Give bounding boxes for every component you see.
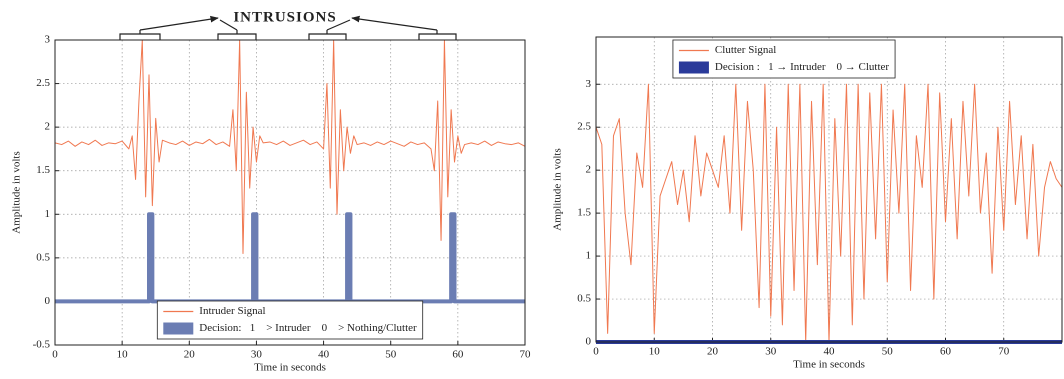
y-tick-label: -0.5 xyxy=(33,339,51,351)
legend-label: Intruder Signal xyxy=(199,305,265,317)
x-tick-label: 20 xyxy=(707,346,719,358)
y-tick-label: 0.5 xyxy=(577,293,591,305)
arrow xyxy=(326,19,351,31)
subplot: 0 10 20 30 40 50 60 70 0 0.5 1 1.5 2 2.5 3 Time in seco… xyxy=(552,36,1063,371)
x-tick-label: 0 xyxy=(52,349,58,361)
x-axis-label: Time in seconds xyxy=(793,359,865,371)
x-tick-label: 0 xyxy=(593,346,599,358)
legend-label: Decision: 1 > Intruder 0 > Nothing/Clutt… xyxy=(199,322,417,334)
brace xyxy=(119,30,161,40)
y-tick-label: 1.5 xyxy=(577,207,591,219)
arrow xyxy=(351,15,438,31)
x-tick-label: 60 xyxy=(452,349,464,361)
x-tick-label: 10 xyxy=(649,346,661,358)
y-tick-label: 0.5 xyxy=(36,251,50,263)
y-tick-label: 2 xyxy=(586,164,592,176)
y-axis-label: Amplitude in volts xyxy=(552,148,564,231)
legend-label: Clutter Signal xyxy=(715,44,776,56)
x-tick-label: 60 xyxy=(940,346,952,358)
x-tick-label: 40 xyxy=(824,346,836,358)
x-tick-label: 50 xyxy=(882,346,894,358)
legend-patch xyxy=(678,61,709,74)
legend: Clutter Signal Decision : 1 → Intruder 0 … xyxy=(672,39,896,79)
arrow xyxy=(219,19,238,31)
plot-area xyxy=(55,40,525,345)
legend-patch xyxy=(163,322,194,335)
x-axis-label: Time in seconds xyxy=(254,362,326,374)
legend-label: Decision : 1 → Intruder 0 → Clutter xyxy=(715,61,889,73)
y-tick-label: 2 xyxy=(45,121,51,133)
y-tick-label: 2.5 xyxy=(36,77,50,89)
y-tick-label: 0 xyxy=(45,295,51,307)
x-tick-label: 70 xyxy=(998,346,1010,358)
y-tick-label: 3 xyxy=(45,34,51,46)
x-tick-label: 10 xyxy=(117,349,129,361)
brace xyxy=(418,30,457,40)
x-tick-label: 20 xyxy=(184,349,196,361)
y-tick-label: 1 xyxy=(586,250,592,262)
x-tick-label: 50 xyxy=(385,349,397,361)
brace xyxy=(308,30,347,40)
intrusion-braces xyxy=(119,15,457,40)
plot-frame xyxy=(595,36,1063,343)
x-tick-label: 40 xyxy=(318,349,330,361)
legend: Intruder Signal Decision: 1 > Intruder 0 … xyxy=(156,300,424,340)
legend-box xyxy=(156,300,424,340)
x-tick-label: 30 xyxy=(251,349,263,361)
y-tick-label: 1 xyxy=(45,208,51,220)
x-tick-label: 30 xyxy=(765,346,777,358)
legend-box xyxy=(672,39,896,79)
y-axis-label: Amplitude in volts xyxy=(11,151,23,234)
y-tick-label: 3 xyxy=(586,78,592,90)
x-tick-label: 70 xyxy=(520,349,532,361)
brace xyxy=(217,30,257,40)
arrow xyxy=(139,15,219,31)
y-tick-label: 2.5 xyxy=(577,121,591,133)
y-tick-label: 1.5 xyxy=(36,164,50,176)
annotation: INTRUSIONS xyxy=(233,9,336,25)
y-tick-label: 0 xyxy=(586,336,592,348)
plot-frame xyxy=(54,39,526,346)
